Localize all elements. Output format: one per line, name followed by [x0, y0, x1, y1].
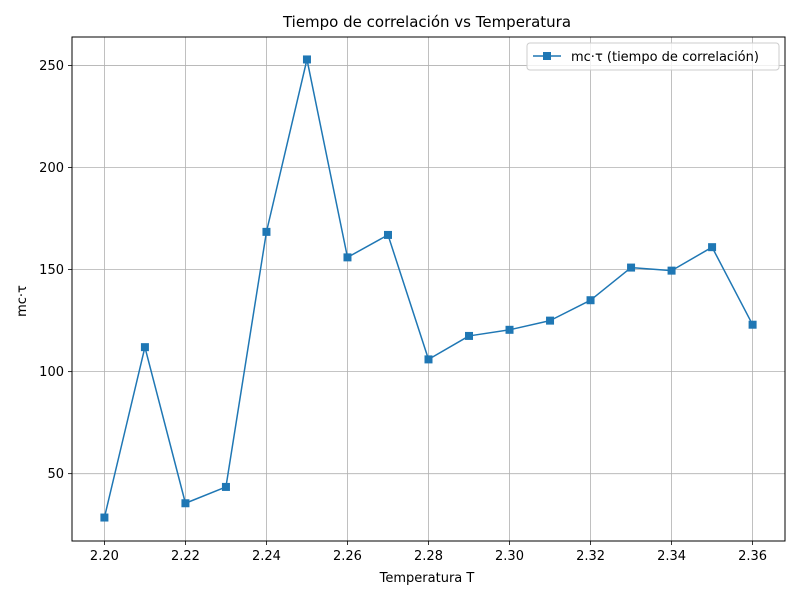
x-tick-label: 2.22 [171, 549, 200, 564]
data-point-marker [708, 243, 717, 252]
data-point-marker [383, 230, 392, 239]
data-point-marker [546, 316, 555, 325]
series-layer [100, 55, 757, 522]
axis-ticks: 2.20 2.22 2.24 2.26 2.28 2.30 2.32 2.34 2.36 50 10… [39, 59, 767, 564]
data-point-marker [465, 331, 474, 340]
chart-title: Tiempo de correlación vs Temperatura [282, 13, 571, 31]
y-axis-label: mc·τ [15, 285, 30, 317]
data-point-marker [343, 253, 352, 262]
data-point-marker [505, 325, 514, 334]
data-point-marker [586, 296, 595, 305]
legend-marker-swatch [543, 52, 551, 60]
data-point-marker [221, 482, 230, 491]
data-point-marker [748, 320, 757, 329]
legend-entry-label: mc·τ (tiempo de correlación) [571, 50, 759, 65]
y-tick-label: 200 [39, 161, 64, 176]
x-tick-label: 2.34 [657, 549, 686, 564]
x-tick-label: 2.28 [414, 549, 443, 564]
data-point-marker [627, 263, 636, 272]
x-tick-label: 2.26 [333, 549, 362, 564]
legend: mc·τ (tiempo de correlación) [526, 42, 780, 71]
x-axis-label: Temperatura T [379, 571, 475, 586]
data-point-marker [424, 355, 433, 364]
x-tick-label: 2.30 [495, 549, 524, 564]
x-tick-label: 2.24 [252, 549, 281, 564]
legend-box [526, 42, 780, 71]
y-tick-label: 50 [47, 467, 64, 482]
y-tick-label: 100 [39, 365, 64, 380]
data-point-marker [140, 343, 149, 352]
x-tick-label: 2.36 [738, 549, 767, 564]
x-tick-label: 2.32 [576, 549, 605, 564]
data-point-marker [262, 227, 271, 236]
data-point-marker [100, 513, 109, 522]
data-point-marker [302, 55, 311, 64]
x-tick-label: 2.20 [90, 549, 119, 564]
y-tick-label: 250 [39, 59, 64, 74]
y-tick-label: 150 [39, 263, 64, 278]
data-point-marker [667, 266, 676, 275]
data-point-marker [181, 499, 190, 508]
